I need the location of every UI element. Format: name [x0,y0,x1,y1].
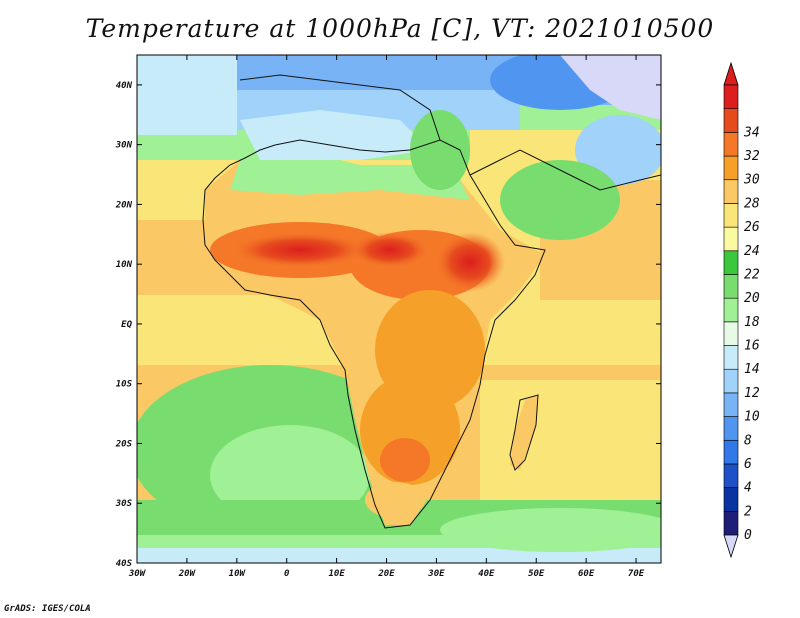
colorbar-swatch [723,511,739,536]
temperature-field [137,55,661,563]
colorbar-swatch [723,226,739,252]
colorbar-label: 20 [744,291,760,306]
lat-tick-label: 20N [115,200,133,210]
colorbar-label: 28 [744,196,760,211]
colorbar-label: 0 [744,528,752,543]
lat-tick-label: 40S [116,559,133,569]
lon-tick-label: 60E [578,569,595,579]
colorbar-swatch [723,297,739,323]
colorbar-swatch [723,321,739,346]
lat-tick-label: 20S [115,439,133,449]
colorbar-swatch [723,84,739,109]
lon-tick-label: 10E [328,569,345,579]
lat-tick-label: 10N [116,260,133,270]
colorbar-swatch [723,108,739,133]
lon-tick-label: 30W [128,569,147,579]
colorbar-swatch [723,203,739,228]
colorbar-swatch [723,179,739,204]
colorbar-swatch [723,345,739,370]
colorbar-over-triangle [723,61,739,86]
lon-tick-label: 20W [178,569,197,579]
map-title: Temperature at 1000hPa [C], VT: 20210105… [85,14,715,43]
coastlines [202,74,661,529]
colorbar-swatch [723,392,739,417]
colorbar-label: 22 [744,267,760,282]
colorbar-label: 10 [744,410,760,425]
colorbar-label: 12 [744,386,760,401]
colorbar-label: 18 [744,315,760,330]
colorbar-label: 24 [744,244,760,259]
colorbar-swatch [723,439,739,465]
latitude-axis: 40N 30N 20N 10N EQ 10S 20S 30S 40S [115,81,661,569]
lat-tick-label: 30N [115,141,133,151]
colorbar-swatch [723,250,739,275]
lon-tick-label: 20E [377,569,395,579]
colorbar-label: 34 [743,125,760,140]
colorbar-label: 2 [744,504,752,519]
colorbar-swatch [723,132,739,157]
colorbar-label: 6 [744,457,752,472]
colorbar-swatch [723,155,739,181]
lat-tick-label: 10S [116,380,133,390]
credit-text: GrADS: IGES/COLA [4,604,91,614]
colorbar-label: 14 [744,362,760,377]
lat-tick-label: 30S [115,499,133,509]
colorbar-swatch [723,368,739,394]
lon-tick-label: 30E [427,569,445,579]
colorbar-swatch [723,416,739,441]
lat-tick-label: 40N [116,81,133,91]
colorbar-label: 26 [744,220,760,235]
map-frame [136,54,662,564]
colorbar-swatch [723,463,739,488]
colorbar-label: 16 [744,339,760,354]
colorbar-label: 32 [743,149,760,164]
colorbar-under-triangle [723,534,739,559]
longitude-axis: 30W 20W 10W 0 10E 20E 30E 40E 50E 60E 70E [128,55,645,579]
colorbar-swatch [723,274,739,299]
lat-tick-label: EQ [121,320,132,330]
colorbar-label: 8 [744,433,752,448]
lon-tick-label: 40E [478,569,495,579]
lon-tick-label: 0 [284,569,290,579]
lon-tick-label: 10W [229,569,247,579]
colorbar-label: 30 [743,173,760,188]
colorbar-label: 4 [744,481,752,496]
colorbar-swatch [723,487,739,512]
lon-tick-label: 50E [528,569,545,579]
lon-tick-label: 70E [628,569,645,579]
